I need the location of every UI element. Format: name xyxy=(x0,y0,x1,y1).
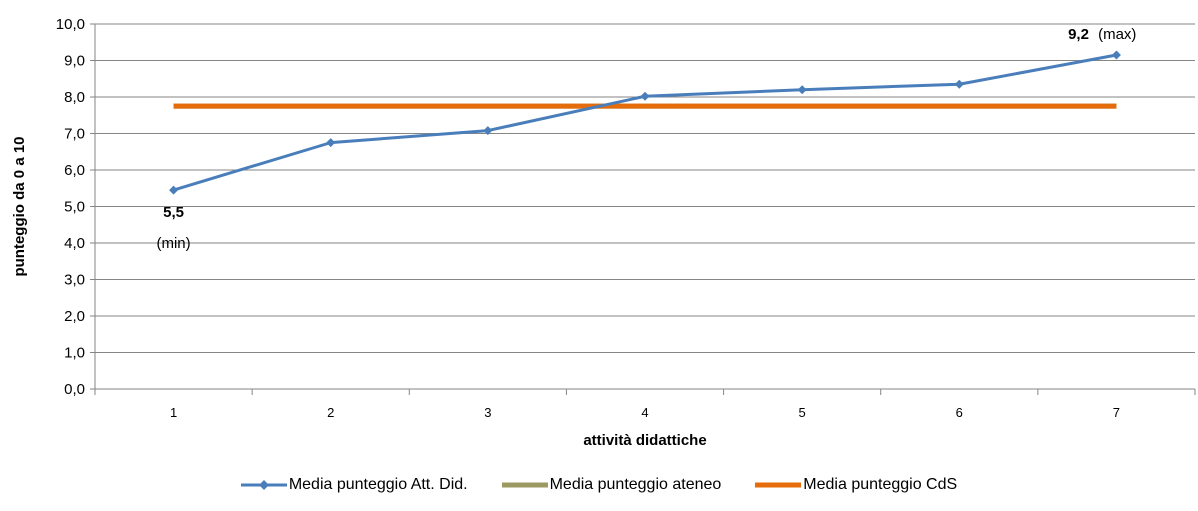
legend-item-ateneo: Media punteggio ateneo xyxy=(501,476,722,494)
max-note-label: (max) xyxy=(1098,26,1136,43)
legend-swatch-att-did xyxy=(240,479,287,491)
min-value-label: 5,5 xyxy=(163,204,184,221)
data-point xyxy=(326,138,336,148)
x-axis-title: attività didattiche xyxy=(583,432,706,449)
chart-canvas: 0,0 1,0 2,0 3,0 4,0 5,0 6,0 7,0 8,0 9,0 10,0 1 2 3 4 5 6… xyxy=(11,16,1196,449)
data-point xyxy=(169,185,179,195)
legend-label-ateneo: Media punteggio ateneo xyxy=(549,476,722,493)
x-tick-label: 6 xyxy=(956,405,963,420)
y-tick-label: 7,0 xyxy=(64,126,85,143)
gridlines xyxy=(95,23,1195,353)
y-tick-label: 8,0 xyxy=(64,89,85,106)
data-point xyxy=(797,85,807,95)
y-tick-label: 4,0 xyxy=(64,235,85,252)
data-labels: 5,5 (min) 9,2 (max) xyxy=(156,26,1136,252)
y-tick-label: 5,0 xyxy=(64,199,85,216)
y-tick-label: 1,0 xyxy=(64,345,85,362)
y-tick-label: 3,0 xyxy=(64,272,85,289)
legend-swatch-ateneo xyxy=(501,479,548,491)
data-point xyxy=(954,79,964,89)
chart-legend: Media punteggio Att. Did. Media punteggi… xyxy=(0,474,1198,496)
x-tick-label: 3 xyxy=(484,405,491,420)
legend-item-att-did: Media punteggio Att. Did. xyxy=(240,476,468,494)
max-value-label: 9,2 xyxy=(1068,26,1089,43)
y-axis-title: punteggio da 0 a 10 xyxy=(11,136,28,276)
data-point xyxy=(1111,50,1121,60)
data-point xyxy=(640,91,650,101)
max-label: 9,2 (max) xyxy=(1068,26,1136,43)
y-tick-label: 6,0 xyxy=(64,162,85,179)
x-tick-label: 2 xyxy=(327,405,334,420)
axes: 0,0 1,0 2,0 3,0 4,0 5,0 6,0 7,0 8,0 9,0 10,0 1 2 3 4 5 6… xyxy=(56,16,1196,420)
y-tick-label: 9,0 xyxy=(64,53,85,70)
data-point xyxy=(483,126,493,136)
legend-item-cds: Media punteggio CdS xyxy=(755,476,957,494)
legend-swatch-cds xyxy=(755,479,802,491)
x-tick-label: 5 xyxy=(799,405,806,420)
legend-label-cds: Media punteggio CdS xyxy=(803,476,958,493)
x-tick-label: 7 xyxy=(1113,405,1120,420)
x-tick-label: 1 xyxy=(170,405,177,420)
legend-label-att-did: Media punteggio Att. Did. xyxy=(288,476,468,493)
min-note-label: (min) xyxy=(156,235,190,252)
y-tick-label: 2,0 xyxy=(64,308,85,325)
y-tick-label: 0,0 xyxy=(64,381,85,398)
x-tick-label: 4 xyxy=(641,405,648,420)
series-layer xyxy=(169,50,1121,195)
y-tick-label: 10,0 xyxy=(56,16,85,33)
